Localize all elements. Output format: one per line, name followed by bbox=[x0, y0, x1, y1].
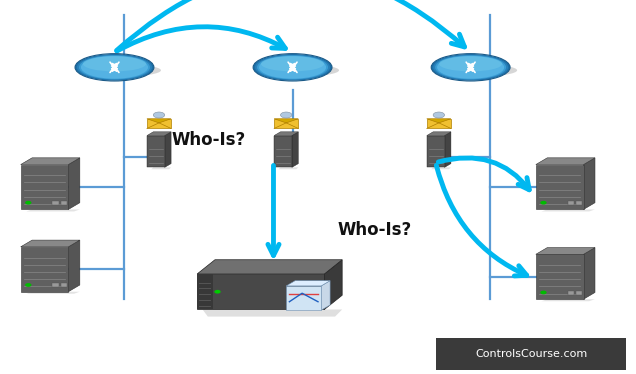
Polygon shape bbox=[536, 158, 595, 165]
Ellipse shape bbox=[255, 55, 330, 80]
Polygon shape bbox=[27, 209, 80, 211]
Bar bbox=[61, 201, 67, 205]
Bar bbox=[53, 283, 59, 287]
Ellipse shape bbox=[75, 54, 154, 81]
Ellipse shape bbox=[261, 56, 324, 71]
Polygon shape bbox=[197, 260, 342, 274]
Polygon shape bbox=[279, 168, 298, 169]
Ellipse shape bbox=[437, 56, 504, 79]
Polygon shape bbox=[21, 240, 80, 247]
Text: ControlsCourse.com: ControlsCourse.com bbox=[475, 349, 587, 359]
Bar bbox=[576, 201, 583, 205]
Polygon shape bbox=[165, 132, 171, 168]
Circle shape bbox=[25, 201, 32, 205]
Polygon shape bbox=[321, 280, 330, 310]
Polygon shape bbox=[151, 168, 171, 169]
Ellipse shape bbox=[78, 64, 161, 77]
Polygon shape bbox=[584, 158, 595, 209]
Polygon shape bbox=[69, 240, 80, 292]
Polygon shape bbox=[427, 132, 451, 136]
Polygon shape bbox=[536, 165, 584, 209]
Bar bbox=[436, 338, 626, 370]
Bar bbox=[197, 274, 213, 310]
Polygon shape bbox=[21, 158, 80, 165]
Polygon shape bbox=[542, 209, 595, 211]
Polygon shape bbox=[292, 132, 298, 168]
Bar bbox=[568, 201, 574, 205]
Polygon shape bbox=[274, 136, 292, 168]
Bar bbox=[53, 201, 59, 205]
Bar bbox=[274, 119, 298, 129]
Polygon shape bbox=[431, 168, 451, 169]
Ellipse shape bbox=[434, 64, 517, 77]
Ellipse shape bbox=[435, 55, 506, 79]
Polygon shape bbox=[542, 299, 595, 301]
Polygon shape bbox=[584, 248, 595, 299]
Bar bbox=[286, 286, 321, 310]
Polygon shape bbox=[286, 280, 330, 286]
Bar bbox=[576, 291, 583, 295]
Text: Who-Is?: Who-Is? bbox=[172, 131, 246, 149]
Ellipse shape bbox=[256, 64, 339, 77]
Ellipse shape bbox=[83, 56, 146, 71]
Ellipse shape bbox=[433, 55, 508, 80]
Ellipse shape bbox=[77, 55, 152, 80]
Text: Who-Is?: Who-Is? bbox=[337, 221, 411, 239]
Ellipse shape bbox=[259, 56, 326, 79]
Bar bbox=[61, 283, 67, 287]
Polygon shape bbox=[427, 119, 451, 123]
Ellipse shape bbox=[253, 54, 332, 81]
Circle shape bbox=[214, 290, 221, 294]
Polygon shape bbox=[147, 132, 171, 136]
Ellipse shape bbox=[439, 56, 502, 71]
Polygon shape bbox=[21, 165, 69, 209]
Ellipse shape bbox=[257, 55, 328, 79]
Bar bbox=[147, 119, 171, 129]
Bar bbox=[568, 291, 574, 295]
Ellipse shape bbox=[153, 112, 165, 118]
Polygon shape bbox=[274, 132, 298, 136]
Circle shape bbox=[25, 283, 32, 287]
Ellipse shape bbox=[81, 56, 148, 79]
Bar bbox=[427, 119, 451, 129]
Polygon shape bbox=[536, 254, 584, 299]
Polygon shape bbox=[427, 136, 445, 168]
Polygon shape bbox=[445, 132, 451, 168]
Ellipse shape bbox=[433, 112, 445, 118]
Polygon shape bbox=[197, 274, 324, 310]
Ellipse shape bbox=[431, 54, 510, 81]
Ellipse shape bbox=[79, 55, 150, 79]
Polygon shape bbox=[202, 310, 342, 316]
Circle shape bbox=[541, 291, 546, 294]
Polygon shape bbox=[274, 119, 298, 123]
Ellipse shape bbox=[280, 112, 292, 118]
Polygon shape bbox=[147, 119, 171, 123]
Circle shape bbox=[541, 201, 546, 205]
Polygon shape bbox=[27, 292, 80, 294]
Polygon shape bbox=[147, 136, 165, 168]
Polygon shape bbox=[69, 158, 80, 209]
Polygon shape bbox=[21, 247, 69, 292]
Polygon shape bbox=[536, 248, 595, 254]
Polygon shape bbox=[324, 260, 342, 310]
